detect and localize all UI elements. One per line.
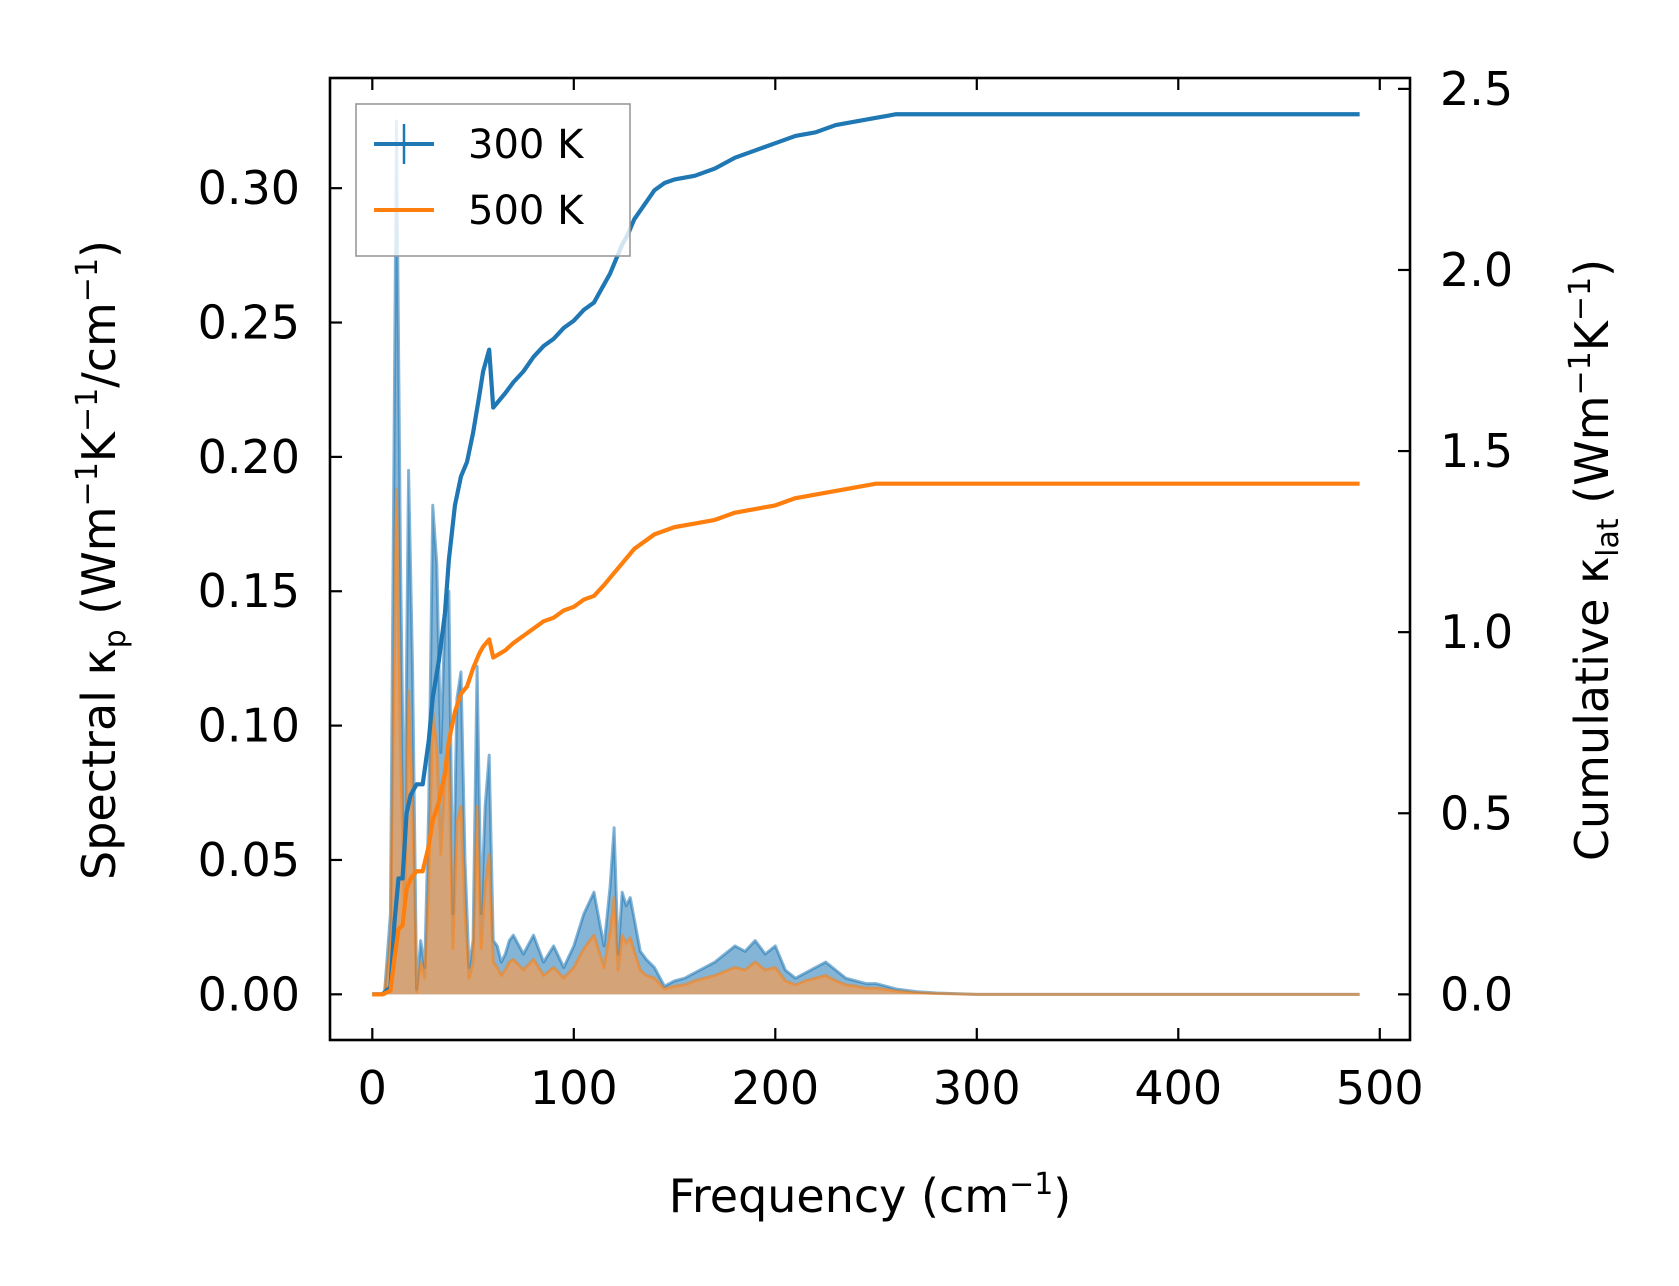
cumulative-line-layer: [372, 112, 1360, 997]
spectral-line-500k: [372, 487, 1360, 996]
y-left-axis-title: Spectral κp (Wm−1K−1/cm−1): [70, 240, 133, 880]
x-axis-title: Frequency (cm−1): [669, 1167, 1072, 1223]
y-left-tick-label: 0.05: [198, 833, 300, 887]
legend: 300 K 500 K: [355, 103, 631, 257]
legend-label-300k: 300 K: [468, 122, 585, 168]
x-tick-label: 100: [530, 1061, 618, 1115]
x-tick-label: 200: [731, 1061, 819, 1115]
x-tick-label: 300: [933, 1061, 1021, 1115]
y-left-tick-label: 0.15: [198, 564, 300, 618]
legend-label-500k: 500 K: [468, 188, 585, 234]
spectral-line-layer: [372, 119, 1360, 996]
x-tick-label: 500: [1336, 1061, 1424, 1115]
cumulative-line-500k: [372, 481, 1360, 997]
y-left-tick-label: 0.20: [198, 430, 300, 484]
y-right-axis-ticks: 0.0 0.5 1.0 1.5 2.0 2.5: [1398, 62, 1513, 1021]
x-tick-label: 400: [1134, 1061, 1222, 1115]
y-right-axis-title: Cumulative κlat (Wm−1K−1): [1563, 259, 1626, 861]
y-right-tick-label: 0.5: [1440, 786, 1513, 840]
y-left-tick-label: 0.10: [198, 699, 300, 753]
y-left-tick-label: 0.00: [198, 967, 300, 1021]
y-right-tick-label: 0.0: [1440, 967, 1513, 1021]
y-right-tick-label: 2.0: [1440, 243, 1513, 297]
y-left-tick-label: 0.30: [198, 161, 300, 215]
x-tick-label: 0: [358, 1061, 387, 1115]
legend-box: [355, 103, 631, 257]
y-right-tick-label: 2.5: [1440, 62, 1513, 116]
spectral-line-300k: [372, 119, 1360, 996]
x-axis-ticks: 0 100 200 300 400 500: [358, 78, 1424, 1115]
cumulative-line-300k: [372, 112, 1360, 997]
y-left-axis-ticks: 0.00 0.05 0.10 0.15 0.20 0.25 0.30: [198, 161, 342, 1021]
y-right-tick-label: 1.5: [1440, 424, 1513, 478]
plot-frame: [328, 76, 1412, 1042]
y-left-tick-label: 0.25: [198, 296, 300, 350]
y-right-tick-label: 1.0: [1440, 605, 1513, 659]
